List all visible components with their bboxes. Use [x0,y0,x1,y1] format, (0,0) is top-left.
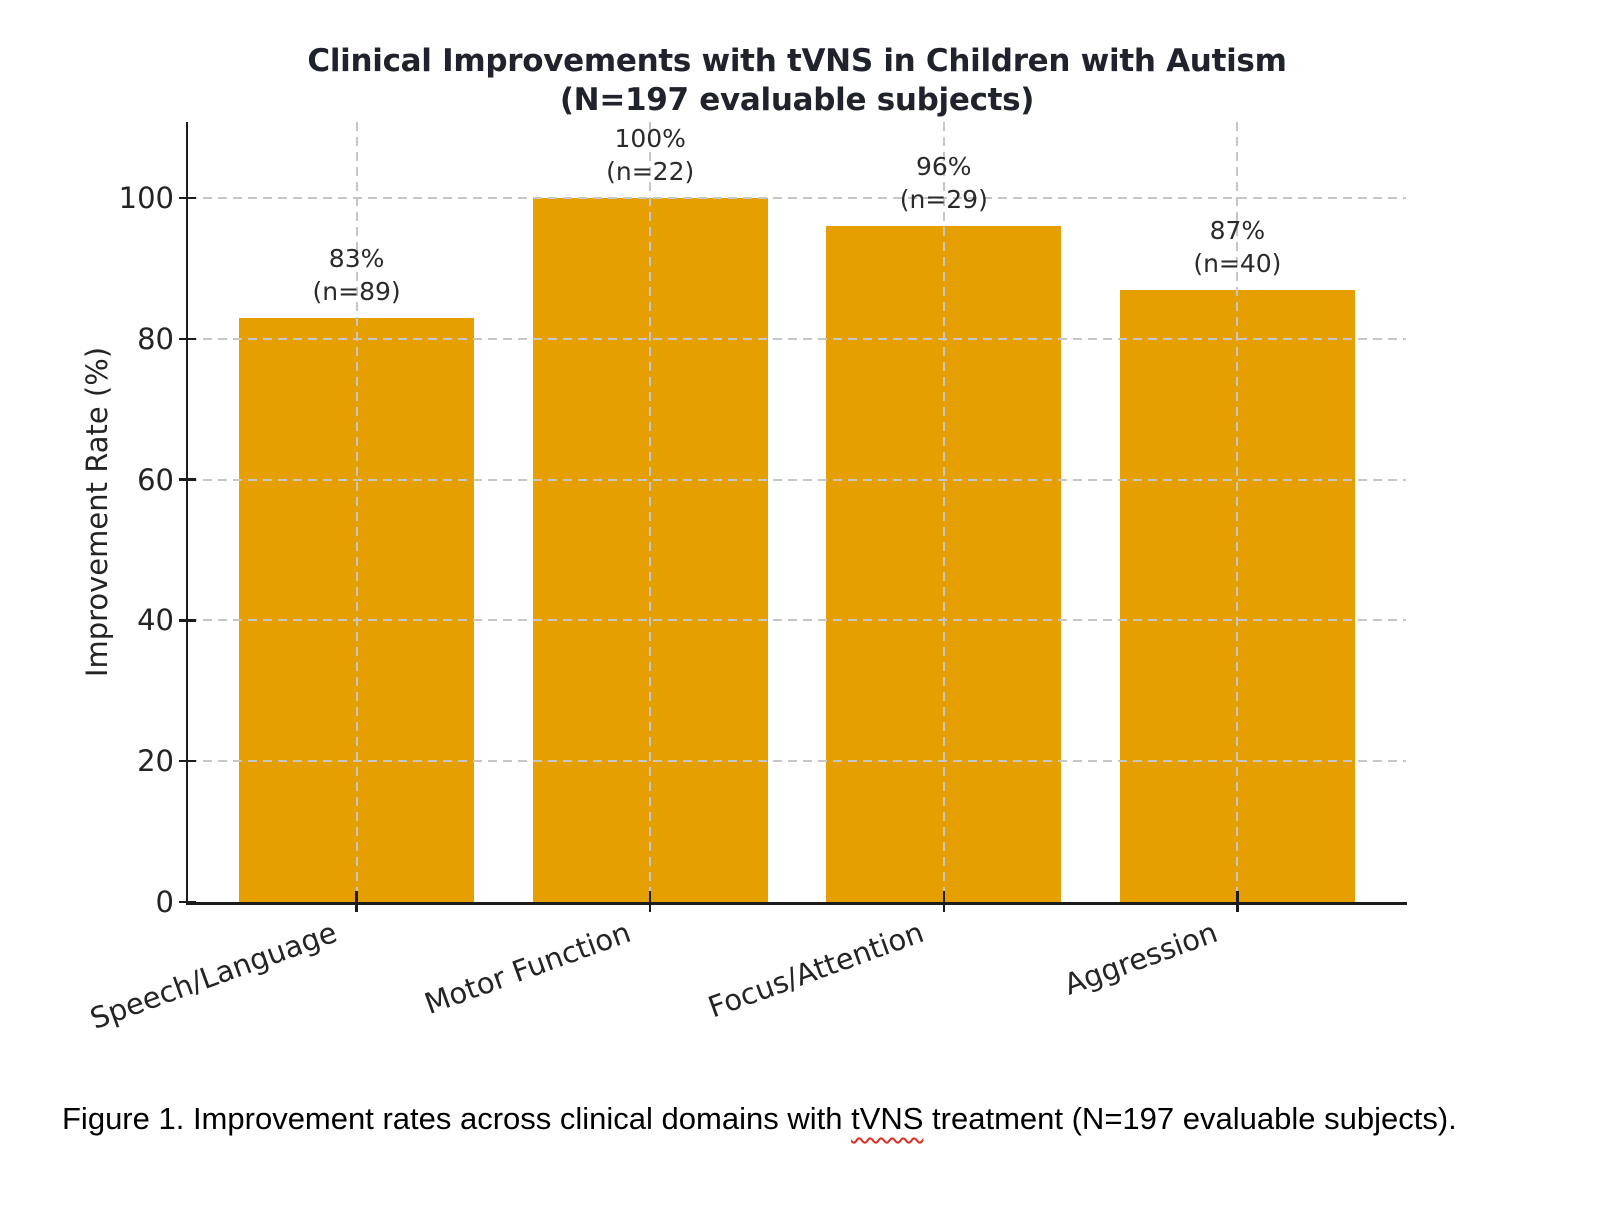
y-tick-mark [179,478,196,481]
x-tick-mark [942,891,945,912]
bar-value-line: (n=22) [606,157,695,186]
bar-value-line: (n=40) [1193,248,1282,278]
chart-title-line1: Clinical Improvements with tVNS in Child… [307,43,1287,79]
y-tick-label: 0 [155,885,174,919]
bar-value-label: 96% (n=29) [794,150,1094,216]
y-tick-mark [179,619,196,622]
x-tick-label: Motor Function [419,915,635,1021]
h-gridline [188,478,1406,481]
plot-area: 0 20 40 60 80 100 83% (n=89) Speech/Language 100%… [86,122,1407,1036]
y-tick-mark [179,337,196,340]
x-tick-label: Focus/Attention [704,915,929,1025]
bar-value-line: 83% [328,243,385,273]
x-tick-mark [649,891,652,912]
chart-figure[interactable]: Clinical Improvements with tVNS in Child… [0,0,1600,1040]
bar-value-line: (n=89) [312,276,401,306]
x-tick-mark [355,891,358,912]
v-gridline [942,122,945,902]
x-tick-label: Speech/Language [85,915,342,1036]
x-axis-spine [185,902,1407,905]
h-gridline [188,760,1406,763]
x-tick-mark [1236,891,1239,912]
caption-text-before: Figure 1. Improvement rates across clini… [62,1101,852,1136]
h-gridline [188,337,1406,340]
figure-caption: Figure 1. Improvement rates across clini… [62,1087,1554,1151]
bar-value-label: 100% (n=22) [500,122,800,188]
bar-value-line: 87% [1209,215,1266,245]
y-tick-mark [179,900,196,904]
x-tick-label: Aggression [1059,915,1223,1002]
y-tick-label: 40 [137,603,174,638]
v-gridline [649,122,652,902]
y-tick-label: 60 [137,462,174,497]
bar-value-label: 87% (n=40) [1087,214,1387,280]
bar-value-line: (n=29) [899,185,988,215]
y-tick-label: 80 [137,321,174,356]
bar-value-line: 100% [614,124,686,153]
v-gridline [1236,122,1239,902]
chart-title-line2: (N=197 evaluable subjects) [559,82,1035,118]
chart-title: Clinical Improvements with tVNS in Child… [188,42,1406,120]
v-gridline [355,122,358,902]
h-gridline [188,619,1406,622]
y-tick-label: 20 [137,744,174,779]
y-axis-title: Improvement Rate (%) [80,346,114,678]
h-gridline [188,197,1406,199]
bar-value-label: 83% (n=89) [207,242,507,308]
y-tick-mark [179,760,196,763]
y-tick-label: 100 [118,181,174,215]
y-axis-spine [185,122,188,905]
bar-value-line: 96% [916,152,972,182]
caption-text-after: treatment (N=197 evaluable subjects). [923,1101,1457,1136]
misspelled-word: tVNS [851,1101,924,1136]
y-tick-mark [179,196,196,200]
